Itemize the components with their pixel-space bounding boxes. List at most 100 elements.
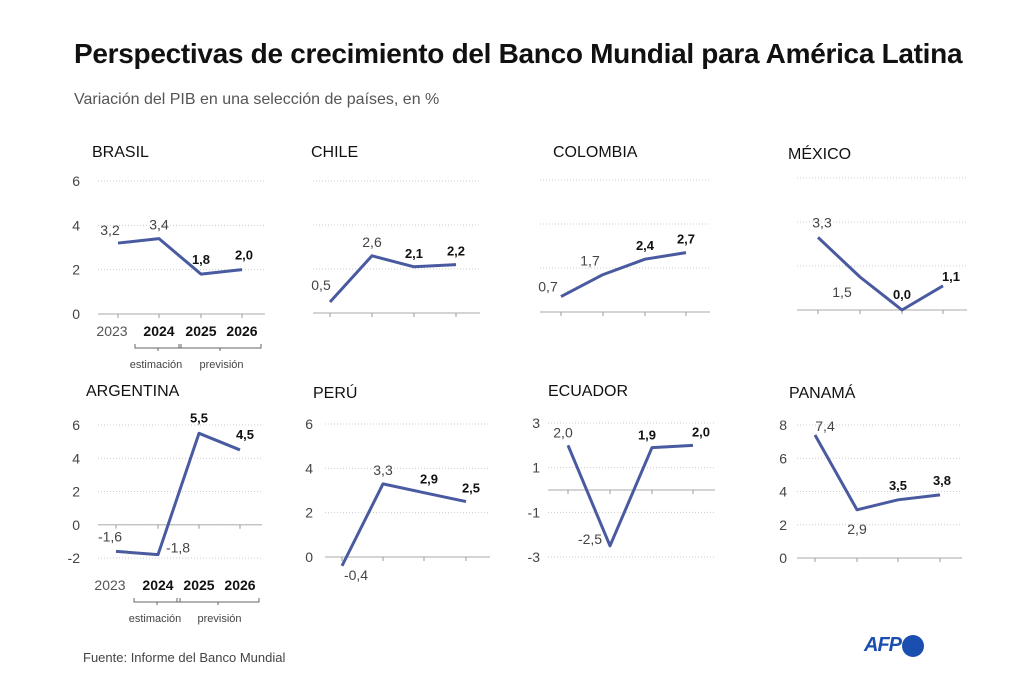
data-label: 3,5 (889, 478, 907, 493)
chart-panamá: PANAMÁ 0 2 4 6 8 7,4 2,9 3,5 3,8 (779, 383, 962, 566)
chart-title: COLOMBIA (553, 144, 638, 161)
data-label: -0,4 (344, 567, 368, 583)
y-tick-label: 2 (72, 484, 80, 500)
data-label: 3,3 (373, 462, 393, 478)
y-tick-label: -1 (528, 504, 541, 520)
series-line (115, 431, 241, 557)
data-label: -2,5 (578, 531, 602, 547)
x-group-label: estimación (130, 359, 183, 371)
series-line (328, 254, 457, 304)
data-label: 5,5 (190, 410, 208, 425)
x-group-label: previsión (199, 359, 243, 371)
data-label: 2,2 (447, 244, 465, 259)
x-group-label: previsión (197, 613, 241, 625)
bracket-estimacion (134, 344, 182, 351)
series-line (816, 236, 944, 312)
series-line (340, 482, 467, 567)
y-tick-label: 0 (305, 549, 313, 565)
data-label: 2,1 (405, 246, 423, 261)
x-tick-label: 2023 (96, 323, 127, 339)
data-label: 1,5 (832, 284, 852, 300)
y-tick-label: 3 (532, 415, 540, 431)
data-label: 0,7 (538, 279, 558, 295)
data-label: 2,7 (677, 232, 695, 247)
y-tick-label: 8 (779, 417, 787, 433)
data-label: 1,8 (192, 252, 210, 267)
afp-logo: AFP (864, 634, 924, 657)
data-label: 2,4 (636, 238, 655, 253)
data-label: 1,1 (942, 269, 960, 284)
data-label: 2,6 (362, 234, 382, 250)
data-label: -1,8 (166, 540, 190, 556)
series-line (117, 237, 243, 276)
x-tick-label: 2026 (224, 577, 255, 593)
y-tick-label: -2 (68, 550, 81, 566)
y-tick-label: 0 (779, 550, 787, 566)
data-label: 3,8 (933, 473, 951, 488)
y-tick-label: 0 (72, 306, 80, 322)
y-tick-label: 4 (72, 217, 80, 233)
chart-méxico: MÉXICO 3,3 1,5 0,0 1,1 (788, 144, 967, 314)
data-label: -1,6 (98, 528, 122, 544)
chart-colombia: COLOMBIA 0,7 1,7 2,4 2,7 (538, 144, 710, 316)
y-tick-label: -3 (528, 549, 541, 565)
data-label: 3,2 (100, 222, 120, 238)
x-tick-label: 2024 (143, 323, 174, 339)
chart-perú: PERÚ 0 2 4 6 -0,4 3,3 2,9 2,5 (305, 383, 490, 583)
data-label: 7,4 (815, 418, 835, 434)
chart-argentina: ARGENTINA -2 0 2 4 6 -1,6 -1,8 5,5 4,5 2023 2024 202… (68, 383, 262, 625)
data-label: 2,9 (847, 521, 867, 537)
bracket-estimacion (133, 598, 181, 605)
chart-title: ECUADOR (548, 383, 628, 400)
x-group-label: estimación (129, 613, 182, 625)
data-label: 2,0 (553, 424, 573, 440)
chart-brasil: BRASIL 0 2 4 6 3,2 3,4 1,8 2,0 2023 2024 2025 2026 es… (72, 144, 265, 371)
data-label: 2,5 (462, 481, 480, 496)
x-tick-label: 2023 (94, 577, 125, 593)
chart-title: PERÚ (313, 383, 357, 402)
data-label: 3,3 (812, 214, 832, 230)
data-label: 1,7 (580, 253, 600, 269)
chart-title: PANAMÁ (789, 383, 856, 402)
y-tick-label: 2 (779, 517, 787, 533)
data-label: 0,0 (893, 287, 911, 302)
x-tick-label: 2024 (142, 577, 173, 593)
data-label: 2,9 (420, 472, 438, 487)
y-tick-label: 2 (305, 505, 313, 521)
data-label: 1,9 (638, 428, 656, 443)
chart-chile: CHILE 0,5 2,6 2,1 2,2 (311, 144, 480, 317)
y-tick-label: 1 (532, 460, 540, 476)
bracket-prevision (176, 598, 260, 605)
chart-title: CHILE (311, 144, 358, 161)
y-tick-label: 6 (305, 416, 313, 432)
page-title: Perspectivas de crecimiento del Banco Mu… (74, 38, 963, 69)
chart-title: MÉXICO (788, 144, 851, 163)
chart-title: ARGENTINA (86, 383, 180, 400)
source-note: Fuente: Informe del Banco Mundial (83, 650, 286, 665)
y-tick-label: 6 (779, 450, 787, 466)
page-subtitle: Variación del PIB en una selección de pa… (74, 91, 440, 108)
y-tick-label: 2 (72, 262, 80, 278)
data-label: 2,0 (692, 424, 710, 439)
y-tick-label: 4 (305, 460, 313, 476)
x-tick-label: 2026 (226, 323, 257, 339)
data-label: 4,5 (236, 427, 254, 442)
y-tick-label: 6 (72, 417, 80, 433)
x-tick-label: 2025 (185, 323, 216, 339)
y-tick-label: 4 (779, 484, 787, 500)
series-line (560, 251, 687, 298)
x-tick-label: 2025 (183, 577, 214, 593)
series-line (813, 434, 941, 512)
bracket-prevision (178, 344, 262, 351)
data-label: 2,0 (235, 248, 253, 263)
chart-title: BRASIL (92, 144, 149, 161)
data-label: 0,5 (311, 277, 331, 293)
y-tick-label: 6 (72, 173, 80, 189)
series-line (566, 443, 694, 548)
y-tick-label: 0 (72, 517, 80, 533)
chart-ecuador: ECUADOR -3 -1 1 3 2,0 -2,5 1,9 2,0 (528, 383, 715, 565)
data-label: 3,4 (149, 217, 169, 233)
y-tick-label: 4 (72, 450, 80, 466)
